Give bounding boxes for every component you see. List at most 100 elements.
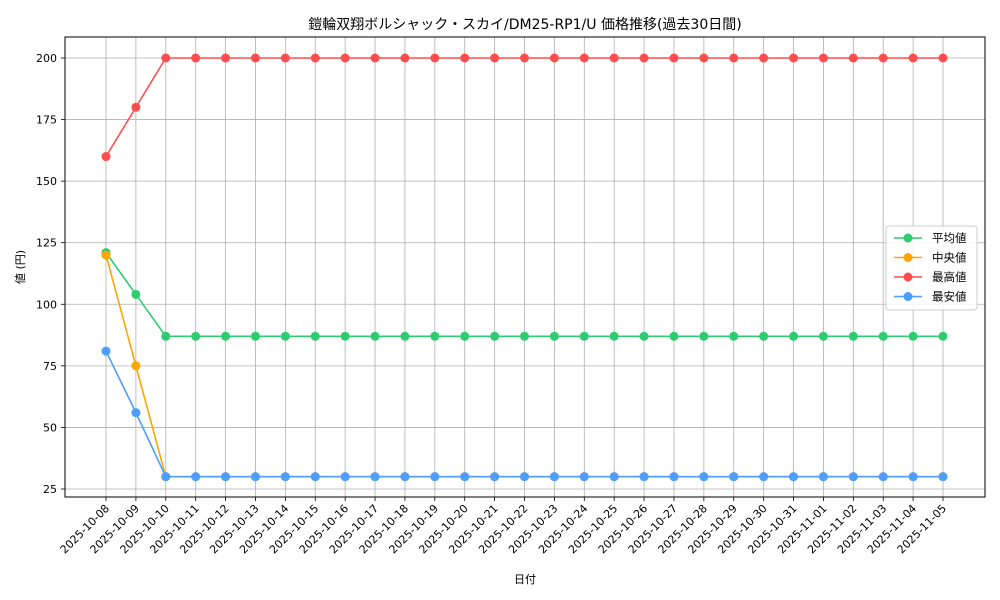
data-point bbox=[430, 472, 440, 482]
data-point bbox=[221, 472, 231, 482]
y-tick-label: 125 bbox=[36, 237, 57, 250]
data-point bbox=[131, 408, 141, 418]
data-point bbox=[221, 53, 231, 63]
data-point bbox=[101, 346, 111, 356]
data-point bbox=[490, 53, 500, 63]
y-tick-label: 150 bbox=[36, 175, 57, 188]
data-point bbox=[400, 331, 410, 341]
y-axis-ticks: 25 50 75 100 125 150 175 200 bbox=[36, 52, 65, 496]
y-tick-label: 25 bbox=[43, 483, 57, 496]
data-point bbox=[460, 53, 470, 63]
data-point bbox=[848, 53, 858, 63]
data-point bbox=[370, 472, 380, 482]
y-tick-label: 200 bbox=[36, 52, 57, 65]
series-line bbox=[101, 346, 948, 482]
series-line bbox=[101, 53, 948, 162]
data-point bbox=[878, 53, 888, 63]
data-series bbox=[101, 53, 948, 482]
data-point bbox=[191, 331, 201, 341]
data-point bbox=[131, 102, 141, 112]
data-point bbox=[460, 331, 470, 341]
data-point bbox=[789, 53, 799, 63]
data-point bbox=[430, 331, 440, 341]
legend-marker-icon bbox=[903, 233, 913, 243]
y-tick-label: 75 bbox=[43, 360, 57, 373]
grid-lines bbox=[65, 37, 985, 497]
data-point bbox=[280, 53, 290, 63]
data-point bbox=[340, 53, 350, 63]
data-point bbox=[729, 53, 739, 63]
data-point bbox=[609, 472, 619, 482]
data-point bbox=[669, 331, 679, 341]
data-point bbox=[340, 472, 350, 482]
data-point bbox=[878, 331, 888, 341]
data-point bbox=[191, 472, 201, 482]
series-line bbox=[101, 248, 948, 341]
data-point bbox=[490, 331, 500, 341]
y-tick-label: 175 bbox=[36, 114, 57, 127]
data-point bbox=[908, 472, 918, 482]
data-point bbox=[370, 53, 380, 63]
data-point bbox=[699, 472, 709, 482]
data-point bbox=[938, 53, 948, 63]
data-point bbox=[878, 472, 888, 482]
data-point bbox=[759, 53, 769, 63]
data-point bbox=[938, 472, 948, 482]
data-point bbox=[280, 472, 290, 482]
data-point bbox=[848, 331, 858, 341]
legend-marker-icon bbox=[903, 272, 913, 282]
data-point bbox=[490, 472, 500, 482]
data-point bbox=[549, 53, 559, 63]
data-point bbox=[609, 331, 619, 341]
y-axis-label: 値 (円) bbox=[14, 250, 27, 284]
legend-marker-icon bbox=[903, 253, 913, 262]
data-point bbox=[818, 53, 828, 63]
data-point bbox=[280, 331, 290, 341]
data-point bbox=[759, 331, 769, 341]
data-point bbox=[310, 331, 320, 341]
data-point bbox=[520, 53, 529, 63]
data-point bbox=[400, 472, 410, 482]
data-point bbox=[549, 472, 559, 482]
plot-frame bbox=[64, 36, 986, 498]
data-point bbox=[609, 53, 619, 63]
legend-item: 最高値 bbox=[894, 270, 967, 284]
legend-box bbox=[885, 225, 978, 311]
data-point bbox=[699, 331, 709, 341]
data-point bbox=[460, 472, 470, 482]
data-point bbox=[669, 472, 679, 482]
data-point bbox=[430, 53, 440, 63]
data-point bbox=[221, 331, 231, 341]
data-point bbox=[579, 472, 589, 482]
data-point bbox=[549, 331, 559, 341]
data-point bbox=[161, 53, 171, 63]
legend-item: 平均値 bbox=[894, 231, 967, 245]
data-point bbox=[131, 361, 141, 371]
data-point bbox=[250, 331, 260, 341]
legend-label: 最安値 bbox=[932, 290, 967, 304]
data-point bbox=[310, 53, 320, 63]
legend-item: 中央値 bbox=[894, 251, 967, 265]
data-point bbox=[520, 472, 529, 482]
data-point bbox=[131, 289, 141, 299]
y-tick-label: 50 bbox=[43, 421, 57, 434]
data-point bbox=[848, 472, 858, 482]
data-point bbox=[639, 53, 649, 63]
data-point bbox=[101, 250, 111, 260]
data-point bbox=[161, 472, 171, 482]
data-point bbox=[101, 152, 111, 162]
data-point bbox=[191, 53, 201, 63]
data-point bbox=[400, 53, 410, 63]
data-point bbox=[579, 53, 589, 63]
data-point bbox=[669, 53, 679, 63]
data-point bbox=[370, 331, 380, 341]
data-point bbox=[639, 472, 649, 482]
legend-item: 最安値 bbox=[894, 290, 967, 304]
chart-title: 鎧輪双翔ボルシャック・スカイ/DM25-RP1/U 価格推移(過去30日間) bbox=[308, 16, 741, 33]
y-tick-label: 100 bbox=[36, 298, 57, 311]
legend-label: 平均値 bbox=[932, 231, 967, 245]
data-point bbox=[579, 331, 589, 341]
